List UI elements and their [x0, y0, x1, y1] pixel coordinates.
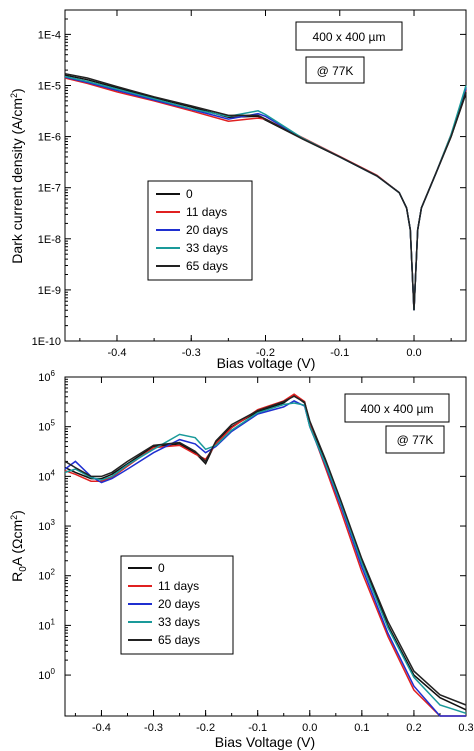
y-tick-label: 1E-4 — [38, 29, 61, 41]
y-tick-label: 106 — [38, 369, 55, 384]
plot-area-top — [64, 9, 467, 342]
y-tick-label: 100 — [38, 667, 55, 682]
legend-label: 0 — [186, 187, 193, 201]
x-tick-label: 0.1 — [354, 722, 369, 734]
y-axis-label-top: Dark current density (A/cm2) — [9, 88, 25, 263]
series-line-1 — [64, 393, 466, 717]
series-line-3 — [64, 402, 467, 715]
y-tick-label: 1E-6 — [38, 132, 61, 144]
y-tick-label: 101 — [38, 617, 55, 632]
annotation-size-top: 400 x 400 µm — [313, 30, 386, 44]
y-tick-label: 104 — [38, 468, 55, 483]
chart-bottom: -0.4 -0.3 -0.2 -0.1 0.0 0.1 0.2 0.3 100 101 102 103… — [9, 369, 474, 750]
x-tick-label: -0.1 — [330, 347, 349, 359]
legend-label: 20 days — [186, 223, 228, 237]
x-axis-label-top: Bias voltage (V) — [217, 355, 316, 371]
x-tick-label: -0.2 — [256, 347, 275, 359]
series-line-2 — [64, 400, 466, 717]
legend-label: 65 days — [158, 633, 200, 647]
x-tick-label: -0.1 — [248, 722, 267, 734]
x-tick-label: -0.3 — [144, 722, 163, 734]
y-axis-label-bottom: R0A (Ωcm2) — [9, 510, 29, 582]
annotation-temp-bottom: @ 77K — [397, 433, 434, 447]
x-tick-label: 0.0 — [406, 347, 421, 359]
y-tick-label: 1E-9 — [38, 285, 61, 297]
chart-top: -0.4 -0.3 -0.2 -0.1 0.0 1E-10 1E-9 1E-8 1E-7 1E-6… — [9, 9, 467, 371]
legend-label: 33 days — [158, 615, 200, 629]
annotation-box-temp-bottom — [385, 425, 445, 454]
legend-label: 65 days — [186, 259, 228, 273]
y-tick-label: 1E-10 — [32, 336, 61, 348]
legend-label: 33 days — [186, 241, 228, 255]
legend-label: 0 — [158, 561, 165, 575]
x-tick-label: -0.4 — [92, 722, 111, 734]
annotation-box-size-bottom — [344, 393, 450, 423]
x-tick-label: 0.3 — [458, 722, 473, 734]
legend-top — [147, 180, 253, 281]
y-tick-label: 102 — [38, 568, 55, 583]
x-tick-label: 0.0 — [302, 722, 317, 734]
x-tick-label: -0.4 — [107, 347, 126, 359]
legend-label: 20 days — [158, 597, 200, 611]
legend-label: 11 days — [158, 579, 199, 593]
annotation-box-size-top — [295, 21, 403, 51]
y-tick-label: 103 — [38, 518, 55, 533]
y-tick-label: 105 — [38, 419, 55, 434]
series-line-4 — [64, 395, 467, 706]
annotation-temp-top: @ 77K — [317, 64, 354, 78]
y-tick-label: 1E-7 — [38, 183, 61, 195]
y-tick-label: 1E-8 — [38, 234, 61, 246]
x-axis-label-bottom: Bias Voltage (V) — [215, 734, 315, 750]
y-tick-label: 1E-5 — [38, 80, 61, 92]
x-tick-label: 0.2 — [406, 722, 421, 734]
annotation-size-bottom: 400 x 400 µm — [361, 402, 434, 416]
legend-label: 11 days — [186, 205, 227, 219]
x-tick-label: -0.2 — [196, 722, 215, 734]
x-tick-label: -0.3 — [182, 347, 201, 359]
annotation-box-temp-top — [305, 56, 365, 84]
series-line-4 — [64, 72, 467, 311]
